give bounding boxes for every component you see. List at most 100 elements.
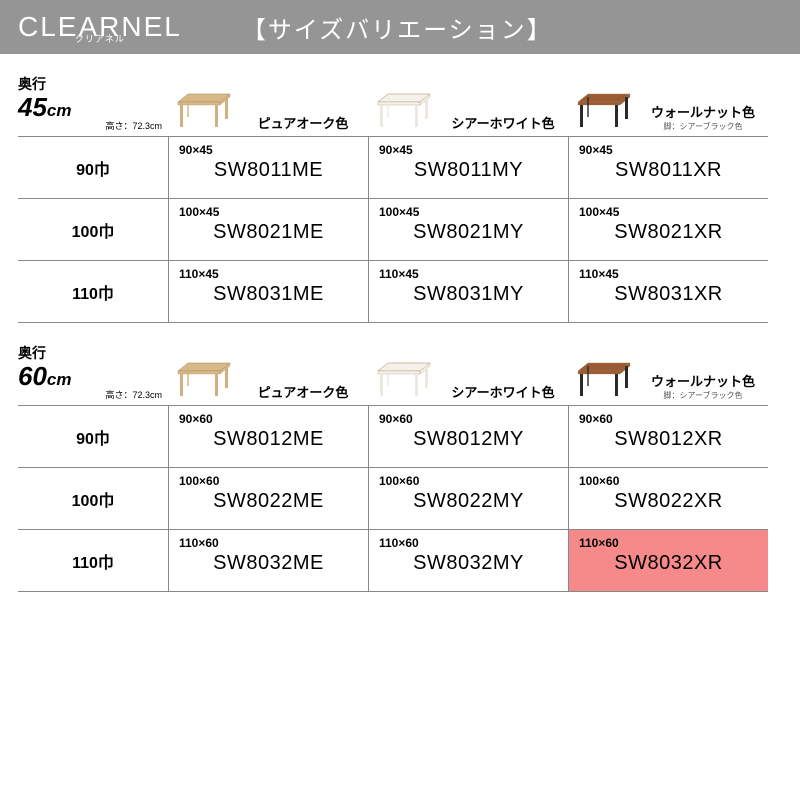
color-name-wrap: ピュアオーク色 bbox=[242, 382, 364, 401]
row-label: 90巾 bbox=[18, 136, 168, 198]
size-cell: 90×60 SW8012XR bbox=[568, 405, 768, 467]
row-label: 110巾 bbox=[18, 529, 168, 591]
cell-code: SW8011MY bbox=[379, 159, 558, 182]
cell-code: SW8031ME bbox=[179, 283, 358, 306]
cell-code: SW8012MY bbox=[379, 428, 558, 451]
cell-size: 110×60 bbox=[379, 536, 558, 550]
color-name: シアーホワイト色 bbox=[442, 382, 564, 401]
cell-code: SW8011XR bbox=[579, 159, 758, 182]
depth-unit: cm bbox=[47, 370, 72, 389]
depth-label: 奥行 bbox=[18, 343, 168, 363]
cell-size: 90×60 bbox=[579, 412, 758, 426]
row-label: 90巾 bbox=[18, 405, 168, 467]
cell-size: 90×45 bbox=[579, 143, 758, 157]
size-cell: 90×45 SW8011XR bbox=[568, 136, 768, 198]
cell-size: 90×60 bbox=[179, 412, 358, 426]
depth-cell: 奥行 45cm 高さ：72.3cm bbox=[18, 74, 168, 136]
row-label: 100巾 bbox=[18, 467, 168, 529]
cell-size: 110×45 bbox=[579, 267, 758, 281]
size-cell: 90×60 SW8012MY bbox=[368, 405, 568, 467]
size-cell: 110×45 SW8031ME bbox=[168, 260, 368, 322]
table-icon bbox=[372, 88, 436, 132]
cell-size: 110×60 bbox=[579, 536, 758, 550]
size-cell: 90×60 SW8012ME bbox=[168, 405, 368, 467]
cell-code: SW8032ME bbox=[179, 552, 358, 575]
color-header: ピュアオーク色 bbox=[168, 355, 368, 405]
color-name-wrap: シアーホワイト色 bbox=[442, 113, 564, 132]
cell-size: 100×60 bbox=[579, 474, 758, 488]
size-cell: 110×60 SW8032MY bbox=[368, 529, 568, 591]
size-cell: 90×45 SW8011MY bbox=[368, 136, 568, 198]
color-name-wrap: ウォールナット色 脚：シアーブラック色 bbox=[642, 371, 764, 401]
color-header: シアーホワイト色 bbox=[368, 355, 568, 405]
cell-size: 100×45 bbox=[179, 205, 358, 219]
color-name: ウォールナット色 bbox=[642, 371, 764, 390]
color-name: ピュアオーク色 bbox=[242, 113, 364, 132]
color-name: ウォールナット色 bbox=[642, 102, 764, 121]
header-row: 奥行 45cm 高さ：72.3cm ピュアオーク色 bbox=[18, 74, 782, 136]
table-icon bbox=[172, 88, 236, 132]
brand-title: CLEARNEL クリアネル bbox=[18, 11, 182, 43]
cell-size: 110×60 bbox=[179, 536, 358, 550]
depth-value: 45 bbox=[18, 94, 47, 120]
color-header: ピュアオーク色 bbox=[168, 86, 368, 136]
table-icon bbox=[372, 357, 436, 401]
cell-size: 90×60 bbox=[379, 412, 558, 426]
size-cell: 110×60 SW8032XR bbox=[568, 529, 768, 591]
cell-code: SW8012ME bbox=[179, 428, 358, 451]
cell-size: 100×60 bbox=[179, 474, 358, 488]
cell-size: 100×60 bbox=[379, 474, 558, 488]
depth-cell: 奥行 60cm 高さ：72.3cm bbox=[18, 343, 168, 405]
size-cell: 90×45 SW8011ME bbox=[168, 136, 368, 198]
grid-bottom-border bbox=[18, 322, 768, 323]
grid-bottom-border bbox=[18, 591, 768, 592]
size-cell: 100×45 SW8021XR bbox=[568, 198, 768, 260]
size-section: 奥行 45cm 高さ：72.3cm ピュアオーク色 bbox=[0, 74, 800, 323]
cell-code: SW8032XR bbox=[579, 552, 758, 575]
cell-code: SW8031MY bbox=[379, 283, 558, 306]
table-icon bbox=[572, 357, 636, 401]
size-cell: 100×60 SW8022MY bbox=[368, 467, 568, 529]
color-sub: 脚：シアーブラック色 bbox=[642, 121, 764, 132]
brand-subtitle: クリアネル bbox=[75, 32, 125, 45]
table-icon bbox=[172, 357, 236, 401]
cell-code: SW8011ME bbox=[179, 159, 358, 182]
cell-size: 110×45 bbox=[179, 267, 358, 281]
color-name-wrap: ウォールナット色 脚：シアーブラック色 bbox=[642, 102, 764, 132]
depth-label: 奥行 bbox=[18, 74, 168, 94]
color-header: ウォールナット色 脚：シアーブラック色 bbox=[568, 355, 768, 405]
cell-code: SW8021MY bbox=[379, 221, 558, 244]
header-bar: CLEARNEL クリアネル 【サイズバリエーション】 bbox=[0, 0, 800, 54]
color-name: ピュアオーク色 bbox=[242, 382, 364, 401]
color-header: シアーホワイト色 bbox=[368, 86, 568, 136]
cell-size: 110×45 bbox=[379, 267, 558, 281]
cell-code: SW8021XR bbox=[579, 221, 758, 244]
size-cell: 110×60 SW8032ME bbox=[168, 529, 368, 591]
row-label: 100巾 bbox=[18, 198, 168, 260]
cell-size: 100×45 bbox=[579, 205, 758, 219]
cell-code: SW8022ME bbox=[179, 490, 358, 513]
color-name-wrap: シアーホワイト色 bbox=[442, 382, 564, 401]
size-cell: 100×45 SW8021ME bbox=[168, 198, 368, 260]
size-cell: 100×60 SW8022XR bbox=[568, 467, 768, 529]
depth-unit: cm bbox=[47, 101, 72, 120]
cell-code: SW8031XR bbox=[579, 283, 758, 306]
cell-size: 90×45 bbox=[179, 143, 358, 157]
cell-size: 90×45 bbox=[379, 143, 558, 157]
cell-code: SW8032MY bbox=[379, 552, 558, 575]
cell-size: 100×45 bbox=[379, 205, 558, 219]
color-sub: 脚：シアーブラック色 bbox=[642, 390, 764, 401]
cell-code: SW8022XR bbox=[579, 490, 758, 513]
size-cell: 100×45 SW8021MY bbox=[368, 198, 568, 260]
depth-value: 60 bbox=[18, 363, 47, 389]
color-name-wrap: ピュアオーク色 bbox=[242, 113, 364, 132]
size-section: 奥行 60cm 高さ：72.3cm ピュアオーク色 bbox=[0, 343, 800, 592]
header-row: 奥行 60cm 高さ：72.3cm ピュアオーク色 bbox=[18, 343, 782, 405]
color-header: ウォールナット色 脚：シアーブラック色 bbox=[568, 86, 768, 136]
size-grid: 90巾 90×60 SW8012ME 90×60 SW8012MY 90×60 … bbox=[18, 405, 782, 592]
cell-code: SW8012XR bbox=[579, 428, 758, 451]
cell-code: SW8022MY bbox=[379, 490, 558, 513]
size-cell: 110×45 SW8031MY bbox=[368, 260, 568, 322]
row-label: 110巾 bbox=[18, 260, 168, 322]
size-grid: 90巾 90×45 SW8011ME 90×45 SW8011MY 90×45 … bbox=[18, 136, 782, 323]
